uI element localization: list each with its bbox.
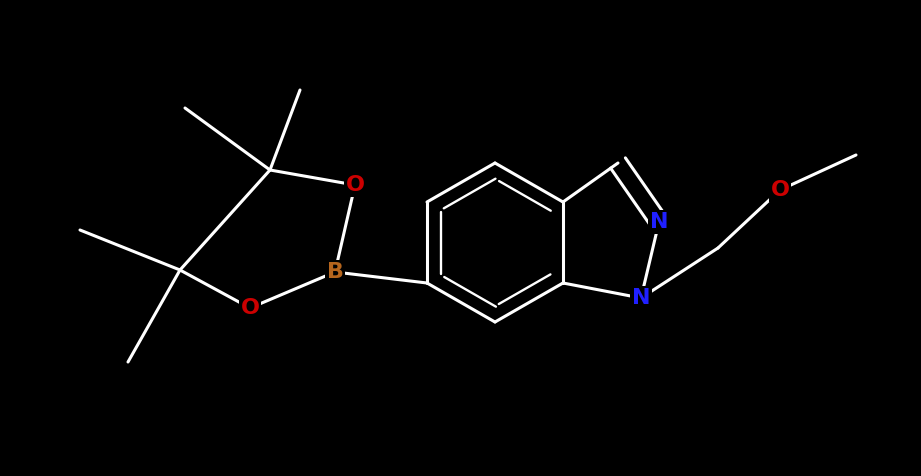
- Text: O: O: [240, 298, 260, 318]
- Text: N: N: [632, 288, 650, 308]
- Text: O: O: [345, 175, 365, 195]
- Text: O: O: [771, 180, 789, 200]
- Text: N: N: [649, 212, 669, 232]
- Text: B: B: [327, 262, 344, 282]
